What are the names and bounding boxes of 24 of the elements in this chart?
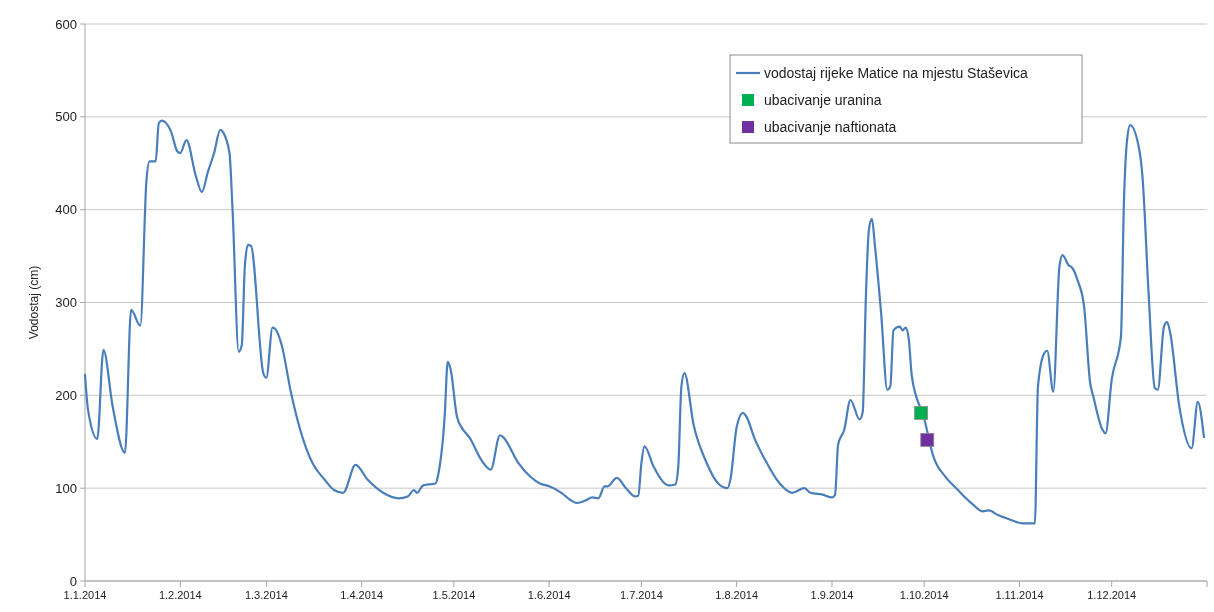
x-tick-label: 1.7.2014 xyxy=(619,589,663,601)
y-tick-label: 100 xyxy=(55,480,77,496)
x-tick-label: 1.8.2014 xyxy=(715,589,759,601)
y-tick-label: 400 xyxy=(55,202,77,218)
y-axis-title: Vodostaj (cm) xyxy=(27,265,41,340)
line-series xyxy=(83,119,1206,525)
y-tick-label: 0 xyxy=(69,573,77,589)
x-tick-label: 1.5.2014 xyxy=(432,589,476,601)
x-tick-label: 1.1.2014 xyxy=(63,589,107,601)
x-tick-label: 1.2.2014 xyxy=(158,589,202,601)
y-tick-label: 300 xyxy=(55,295,77,311)
y-tick-label: 600 xyxy=(55,16,77,32)
x-tick-label: 1.4.2014 xyxy=(340,589,384,601)
x-tick-label: 1.9.2014 xyxy=(810,589,854,601)
x-tick-label: 1.11.2014 xyxy=(995,589,1044,601)
legend-label: ubacivanje uranina xyxy=(764,91,882,108)
x-tick-label: 1.10.2014 xyxy=(899,589,949,601)
x-tick-label: 1.3.2014 xyxy=(244,589,288,601)
y-tick-label: 500 xyxy=(55,109,77,125)
legend-label: vodostaj rijeke Matice na mjestu Staševica xyxy=(764,64,1028,81)
y-tick-label: 200 xyxy=(55,387,77,403)
x-tick-label: 1.12.2014 xyxy=(1087,589,1137,601)
x-tick-label: 1.6.2014 xyxy=(527,589,571,601)
legend-label: ubacivanje naftionata xyxy=(764,118,897,135)
